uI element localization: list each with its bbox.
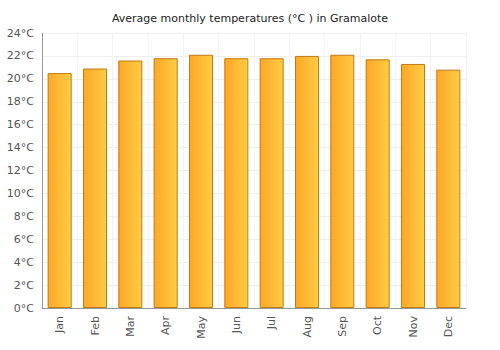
svg-text:22°C: 22°C xyxy=(7,49,34,62)
svg-text:Apr: Apr xyxy=(159,316,172,336)
svg-text:2°C: 2°C xyxy=(14,279,34,292)
svg-text:16°C: 16°C xyxy=(7,118,34,131)
svg-text:Mar: Mar xyxy=(124,316,137,337)
svg-text:Oct: Oct xyxy=(371,315,384,335)
svg-text:Aug: Aug xyxy=(301,316,314,337)
svg-text:24°C: 24°C xyxy=(7,27,34,40)
svg-text:10°C: 10°C xyxy=(7,187,34,200)
svg-text:4°C: 4°C xyxy=(14,256,34,269)
svg-text:Jan: Jan xyxy=(53,316,66,334)
svg-text:Sep: Sep xyxy=(336,316,349,337)
svg-text:Jun: Jun xyxy=(230,316,243,334)
svg-text:8°C: 8°C xyxy=(14,210,34,223)
svg-text:Feb: Feb xyxy=(89,316,102,335)
svg-text:Nov: Nov xyxy=(407,316,420,338)
svg-text:Dec: Dec xyxy=(442,316,455,337)
svg-text:Average monthly temperatures (: Average monthly temperatures (°C ) in Gr… xyxy=(112,12,388,25)
svg-text:12°C: 12°C xyxy=(7,164,34,177)
svg-text:6°C: 6°C xyxy=(14,233,34,246)
svg-text:18°C: 18°C xyxy=(7,95,34,108)
svg-text:20°C: 20°C xyxy=(7,72,34,85)
svg-text:Jul: Jul xyxy=(265,316,278,330)
svg-text:0°C: 0°C xyxy=(14,302,34,315)
svg-text:14°C: 14°C xyxy=(7,141,34,154)
svg-text:May: May xyxy=(195,316,208,339)
